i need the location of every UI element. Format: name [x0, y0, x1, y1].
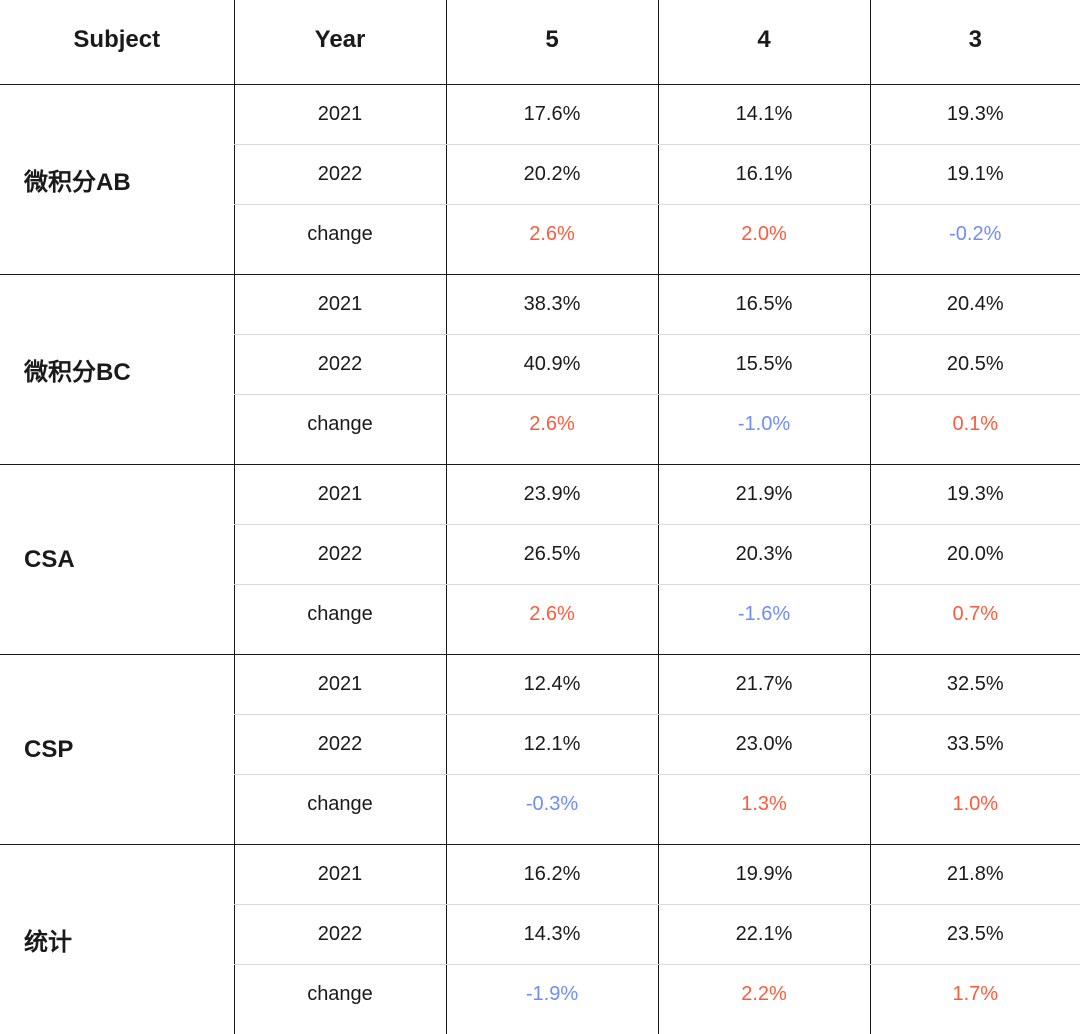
- cell-5: 23.9%: [446, 465, 658, 525]
- cell-4-change: 2.2%: [658, 965, 870, 1034]
- year-label: 2022: [234, 905, 446, 965]
- cell-3-change: 1.7%: [870, 965, 1080, 1034]
- year-label: 2021: [234, 465, 446, 525]
- cell-3: 20.0%: [870, 525, 1080, 585]
- year-label: change: [234, 775, 446, 845]
- table-row: 微积分BC 2021 38.3% 16.5% 20.4%: [0, 275, 1080, 335]
- year-label: 2021: [234, 85, 446, 145]
- cell-3: 19.1%: [870, 145, 1080, 205]
- subject-group: 微积分BC 2021 38.3% 16.5% 20.4% 2022 40.9% …: [0, 275, 1080, 465]
- cell-5: 38.3%: [446, 275, 658, 335]
- cell-3-change: 0.1%: [870, 395, 1080, 465]
- cell-4-change: -1.0%: [658, 395, 870, 465]
- cell-5: 14.3%: [446, 905, 658, 965]
- col-header-subject: Subject: [0, 0, 234, 85]
- cell-3: 33.5%: [870, 715, 1080, 775]
- year-label: change: [234, 395, 446, 465]
- cell-5: 40.9%: [446, 335, 658, 395]
- cell-4: 20.3%: [658, 525, 870, 585]
- cell-4: 14.1%: [658, 85, 870, 145]
- cell-4: 19.9%: [658, 845, 870, 905]
- col-header-4: 4: [658, 0, 870, 85]
- subject-group: 微积分AB 2021 17.6% 14.1% 19.3% 2022 20.2% …: [0, 85, 1080, 275]
- cell-4: 16.1%: [658, 145, 870, 205]
- table-row: 微积分AB 2021 17.6% 14.1% 19.3%: [0, 85, 1080, 145]
- subject-name: CSA: [0, 465, 234, 655]
- cell-5-change: 2.6%: [446, 585, 658, 655]
- cell-5-change: -1.9%: [446, 965, 658, 1034]
- cell-3: 19.3%: [870, 85, 1080, 145]
- year-label: 2021: [234, 845, 446, 905]
- cell-5: 12.4%: [446, 655, 658, 715]
- year-label: change: [234, 965, 446, 1034]
- table-row: 统计 2021 16.2% 19.9% 21.8%: [0, 845, 1080, 905]
- cell-5: 26.5%: [446, 525, 658, 585]
- cell-3: 21.8%: [870, 845, 1080, 905]
- year-label: 2022: [234, 715, 446, 775]
- cell-5-change: 2.6%: [446, 395, 658, 465]
- cell-3: 19.3%: [870, 465, 1080, 525]
- cell-3-change: 0.7%: [870, 585, 1080, 655]
- cell-5-change: 2.6%: [446, 205, 658, 275]
- cell-3-change: 1.0%: [870, 775, 1080, 845]
- year-label: change: [234, 205, 446, 275]
- cell-4-change: 1.3%: [658, 775, 870, 845]
- cell-4: 23.0%: [658, 715, 870, 775]
- year-label: 2021: [234, 275, 446, 335]
- table-header-row: Subject Year 5 4 3: [0, 0, 1080, 85]
- cell-4: 21.7%: [658, 655, 870, 715]
- subject-name: 微积分BC: [0, 275, 234, 465]
- cell-5: 16.2%: [446, 845, 658, 905]
- cell-4: 21.9%: [658, 465, 870, 525]
- year-label: 2022: [234, 145, 446, 205]
- cell-3: 20.5%: [870, 335, 1080, 395]
- subject-name: CSP: [0, 655, 234, 845]
- cell-3-change: -0.2%: [870, 205, 1080, 275]
- subject-name: 统计: [0, 845, 234, 1034]
- cell-4: 15.5%: [658, 335, 870, 395]
- cell-5: 20.2%: [446, 145, 658, 205]
- subject-group: 统计 2021 16.2% 19.9% 21.8% 2022 14.3% 22.…: [0, 845, 1080, 1034]
- subject-name: 微积分AB: [0, 85, 234, 275]
- col-header-year: Year: [234, 0, 446, 85]
- cell-3: 23.5%: [870, 905, 1080, 965]
- cell-3: 20.4%: [870, 275, 1080, 335]
- year-label: 2021: [234, 655, 446, 715]
- cell-4: 22.1%: [658, 905, 870, 965]
- cell-3: 32.5%: [870, 655, 1080, 715]
- year-label: 2022: [234, 335, 446, 395]
- year-label: 2022: [234, 525, 446, 585]
- scores-table: Subject Year 5 4 3 微积分AB 2021 17.6% 14.1…: [0, 0, 1080, 1034]
- cell-5-change: -0.3%: [446, 775, 658, 845]
- cell-4: 16.5%: [658, 275, 870, 335]
- cell-4-change: -1.6%: [658, 585, 870, 655]
- table-row: CSP 2021 12.4% 21.7% 32.5%: [0, 655, 1080, 715]
- cell-5: 17.6%: [446, 85, 658, 145]
- cell-5: 12.1%: [446, 715, 658, 775]
- subject-group: CSP 2021 12.4% 21.7% 32.5% 2022 12.1% 23…: [0, 655, 1080, 845]
- subject-group: CSA 2021 23.9% 21.9% 19.3% 2022 26.5% 20…: [0, 465, 1080, 655]
- col-header-3: 3: [870, 0, 1080, 85]
- cell-4-change: 2.0%: [658, 205, 870, 275]
- year-label: change: [234, 585, 446, 655]
- table-row: CSA 2021 23.9% 21.9% 19.3%: [0, 465, 1080, 525]
- col-header-5: 5: [446, 0, 658, 85]
